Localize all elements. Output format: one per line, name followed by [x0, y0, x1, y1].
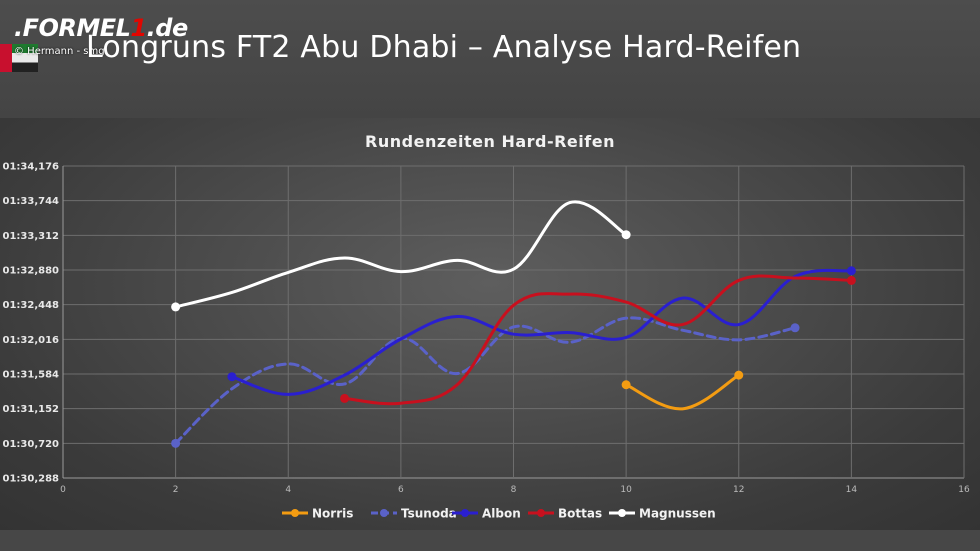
y-axis-ticks: 01:30,288 01:30,720 01:31,152 01:31,584 01:3… — [2, 162, 59, 485]
legend-label: Magnussen — [639, 507, 716, 521]
logo-prefix: .FORMEL — [14, 14, 131, 42]
legend-swatch-marker — [291, 509, 299, 517]
legend-swatch-marker — [461, 509, 469, 517]
y-tick-label: 01:30,288 — [2, 474, 59, 485]
legend-item-bottas[interactable]: Bottas — [528, 507, 602, 521]
legend-label: Albon — [482, 507, 521, 521]
x-tick-label: 4 — [285, 485, 291, 495]
chart-legend: Norris Tsunoda Albon Bottas Magnussen — [282, 507, 716, 521]
site-logo[interactable]: .FORMEL1.de — [14, 14, 188, 42]
y-tick-label: 01:32,448 — [2, 300, 59, 311]
chart-panel — [0, 118, 980, 530]
y-tick-label: 01:33,744 — [2, 196, 59, 207]
series-point-bottas-end — [846, 275, 856, 285]
series-bottas — [340, 274, 856, 406]
x-tick-label: 0 — [60, 485, 66, 495]
x-tick-label: 14 — [846, 485, 858, 495]
legend-label: Bottas — [558, 507, 602, 521]
series-point-norris-start — [621, 380, 631, 390]
legend-swatch-marker — [380, 509, 388, 517]
logo-one: 1 — [130, 14, 147, 42]
x-axis-ticks: 0 2 4 6 8 10 12 14 16 — [60, 485, 970, 495]
photo-credit: © Hermann - smg — [14, 46, 105, 57]
series-line-magnussen — [174, 200, 628, 309]
series-point-magnussen-end — [621, 230, 631, 240]
x-tick-label: 10 — [620, 485, 632, 495]
legend-item-albon[interactable]: Albon — [452, 507, 521, 521]
series-line-albon — [230, 268, 853, 396]
series-point-albon-start — [227, 372, 237, 382]
series-line-norris — [624, 373, 741, 411]
x-tick-label: 2 — [173, 485, 179, 495]
y-tick-label: 01:32,880 — [2, 266, 59, 277]
x-tick-label: 6 — [398, 485, 404, 495]
chart-series — [171, 200, 856, 448]
series-tsunoda — [171, 316, 800, 448]
x-tick-label: 16 — [958, 485, 970, 495]
legend-swatch-marker — [537, 509, 545, 517]
uae-flag-icon — [0, 44, 38, 72]
series-line-tsunoda — [174, 316, 797, 445]
logo-suffix: .de — [146, 14, 189, 42]
y-tick-label: 01:31,584 — [2, 370, 59, 381]
y-tick-label: 01:33,312 — [2, 231, 59, 242]
footer-bar — [0, 530, 980, 551]
series-point-norris-end — [734, 370, 744, 380]
series-point-tsunoda-end — [790, 323, 800, 333]
series-point-tsunoda-start — [171, 438, 181, 448]
y-tick-label: 01:31,152 — [2, 404, 59, 415]
series-albon — [227, 266, 856, 396]
x-tick-label: 8 — [511, 485, 517, 495]
y-tick-label: 01:34,176 — [2, 162, 59, 173]
legend-label: Tsunoda — [401, 507, 457, 521]
series-point-magnussen-start — [171, 302, 181, 312]
chart-title: Rundenzeiten Hard-Reifen — [365, 132, 615, 151]
legend-item-tsunoda[interactable]: Tsunoda — [371, 507, 457, 521]
y-tick-label: 01:30,720 — [2, 439, 59, 450]
series-point-albon-end — [846, 266, 856, 276]
series-norris — [621, 370, 744, 411]
legend-item-norris[interactable]: Norris — [282, 507, 353, 521]
legend-item-magnussen[interactable]: Magnussen — [609, 507, 716, 521]
header-bar — [0, 0, 980, 118]
x-tick-label: 12 — [733, 485, 744, 495]
series-point-bottas-start — [340, 393, 350, 403]
y-tick-label: 01:32,016 — [2, 335, 59, 346]
legend-swatch-marker — [618, 509, 626, 517]
legend-label: Norris — [312, 507, 353, 521]
page-title: Longruns FT2 Abu Dhabi – Analyse Hard-Re… — [86, 30, 802, 65]
series-line-bottas — [343, 274, 853, 406]
chart-grid — [62, 165, 965, 479]
series-magnussen — [171, 200, 631, 312]
